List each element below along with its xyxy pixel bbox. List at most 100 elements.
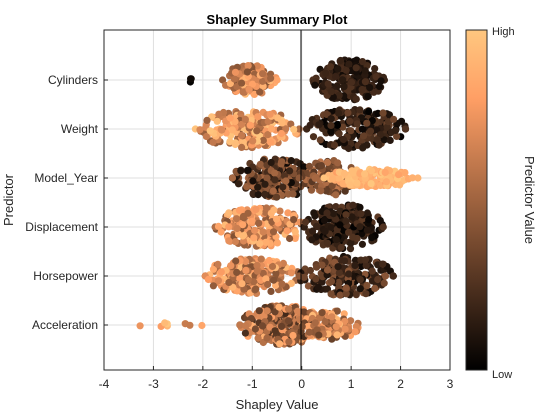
shap-point: [326, 63, 335, 71]
shap-point: [273, 215, 281, 223]
y-axis-title: Predictor: [1, 173, 16, 226]
shap-point: [270, 276, 278, 284]
shap-point: [366, 84, 374, 92]
shap-point: [202, 132, 210, 141]
shap-point: [358, 125, 366, 133]
shap-point: [320, 174, 328, 182]
shap-point: [263, 307, 271, 315]
shap-point: [327, 115, 335, 123]
shap-point: [271, 327, 279, 335]
shap-point: [389, 272, 397, 280]
shap-point: [379, 109, 387, 117]
shap-point: [161, 319, 169, 327]
shap-point: [323, 266, 332, 274]
shap-point: [308, 236, 316, 244]
shap-point: [358, 58, 367, 66]
x-axis-title: Shapley Value: [236, 397, 319, 412]
x-tick-label: 3: [447, 377, 454, 391]
shap-point: [372, 73, 380, 81]
shap-point: [250, 234, 258, 242]
shap-point: [228, 174, 237, 182]
shap-point: [311, 174, 319, 182]
x-tick-label: -4: [99, 377, 110, 391]
shap-point: [339, 135, 348, 144]
colorbar-high-label: High: [492, 26, 515, 38]
shap-point: [262, 204, 271, 212]
shap-point: [203, 116, 211, 124]
x-tick-label: 2: [397, 377, 404, 391]
x-axis-ticks: -4 -3 -2 -1 0 1 2 3: [99, 366, 454, 391]
shap-point: [375, 141, 383, 149]
shap-point: [358, 240, 366, 248]
shap-point: [329, 210, 338, 218]
shap-point: [321, 318, 329, 326]
shap-point: [336, 56, 345, 65]
shap-point: [332, 191, 340, 199]
shap-point: [357, 210, 365, 218]
shap-point: [332, 323, 340, 331]
shap-point: [300, 273, 308, 281]
shap-point: [217, 228, 225, 236]
y-tick-label: Weight: [61, 122, 99, 136]
shap-point: [309, 227, 317, 235]
shap-point: [383, 123, 391, 131]
shap-point: [272, 270, 280, 278]
shap-point: [256, 160, 264, 168]
shap-point: [209, 282, 217, 290]
shap-point: [361, 170, 369, 178]
colorbar-gradient: [465, 29, 488, 371]
shap-point: [363, 281, 371, 290]
shap-point: [289, 190, 297, 198]
shap-point: [266, 110, 274, 118]
scatter-points: [136, 56, 422, 348]
shap-point: [380, 279, 388, 287]
shap-point: [327, 121, 335, 129]
shap-point: [278, 280, 286, 288]
shap-point: [335, 109, 343, 117]
shap-point: [335, 269, 343, 277]
shap-point: [267, 158, 275, 167]
shap-point: [236, 321, 244, 329]
shap-point: [342, 290, 350, 298]
shap-point: [358, 85, 366, 94]
shap-point: [287, 120, 295, 128]
shap-point: [249, 177, 257, 185]
shap-point: [368, 234, 376, 242]
shap-point: [264, 117, 272, 126]
shap-point: [335, 278, 343, 287]
shap-point: [349, 169, 357, 177]
shap-point: [301, 218, 310, 226]
x-tick-label: 0: [298, 377, 305, 391]
shap-point: [238, 79, 246, 87]
shap-point: [276, 207, 284, 215]
shap-point: [242, 257, 250, 265]
shap-point: [381, 168, 389, 176]
shap-point: [328, 313, 336, 321]
shap-point: [264, 131, 272, 139]
shap-point: [252, 285, 260, 293]
shap-point: [290, 216, 298, 224]
shap-point: [225, 237, 233, 245]
shap-point: [318, 309, 326, 317]
shap-point: [295, 174, 303, 182]
shap-point: [317, 187, 325, 195]
shap-point: [347, 78, 356, 86]
shap-point: [265, 256, 273, 265]
shap-point: [258, 322, 267, 330]
shap-point: [336, 221, 344, 229]
shap-point: [209, 138, 217, 146]
shap-point: [215, 110, 223, 118]
shap-point: [289, 331, 297, 340]
shap-point: [261, 180, 269, 188]
shap-point: [209, 265, 217, 273]
shap-point: [237, 167, 245, 175]
shap-point: [311, 212, 319, 220]
shap-point: [251, 325, 259, 333]
shap-point: [219, 76, 227, 84]
shap-point: [345, 144, 353, 153]
shap-point: [334, 263, 342, 271]
shap-point: [268, 262, 277, 270]
shap-point: [333, 331, 341, 339]
shap-point: [337, 243, 345, 252]
shap-point: [254, 183, 262, 191]
